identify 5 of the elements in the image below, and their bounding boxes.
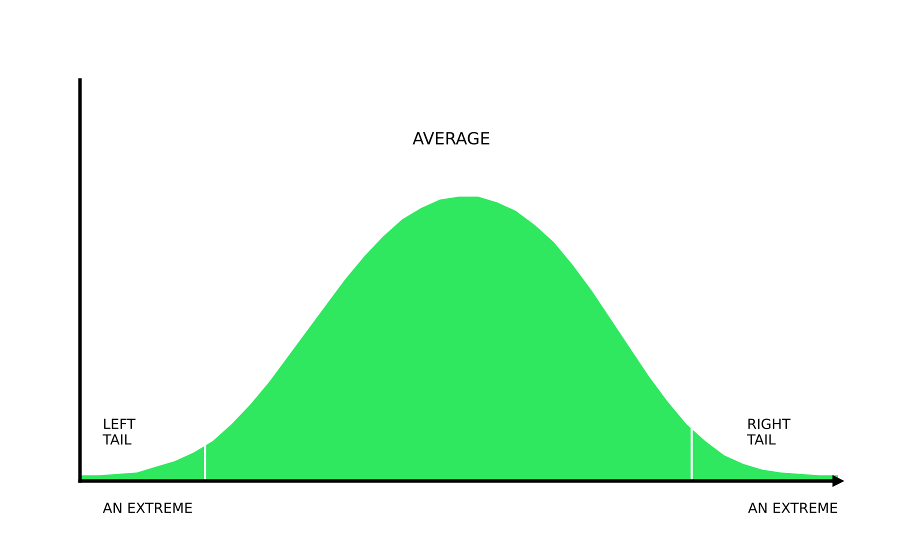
text: AVERAGE [412,132,490,145]
annotation: LEFT TAIL [102,418,136,444]
text: AN EXTREME [748,502,838,513]
annotation: RIGHT TAIL [747,418,791,444]
text: AN EXTREME [102,502,192,513]
